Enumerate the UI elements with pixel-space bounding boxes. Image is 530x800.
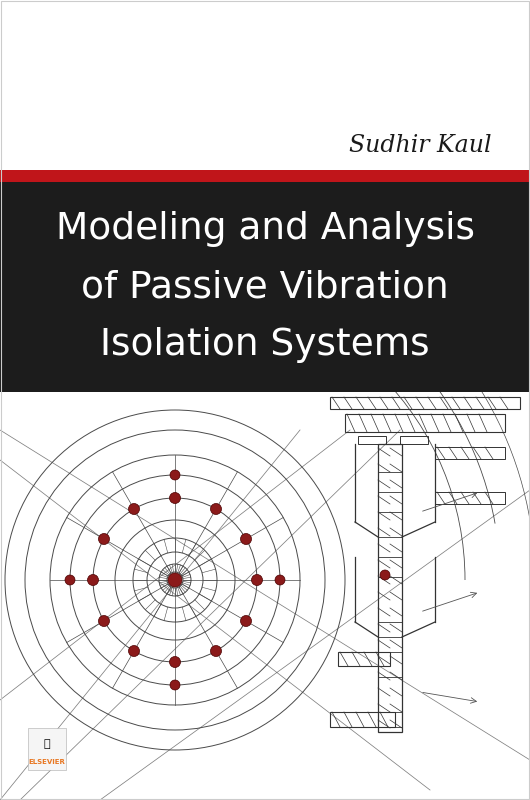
Bar xyxy=(330,397,520,409)
Bar xyxy=(435,447,505,459)
Text: ELSEVIER: ELSEVIER xyxy=(29,759,65,765)
Bar xyxy=(0,392,530,800)
Circle shape xyxy=(252,574,262,586)
Circle shape xyxy=(170,657,181,667)
Circle shape xyxy=(170,470,180,480)
Bar xyxy=(0,170,530,182)
Circle shape xyxy=(128,503,139,514)
Text: 🌳: 🌳 xyxy=(43,739,50,749)
Circle shape xyxy=(275,575,285,585)
Bar xyxy=(0,182,530,392)
Text: Modeling and Analysis: Modeling and Analysis xyxy=(56,211,474,247)
Text: Isolation Systems: Isolation Systems xyxy=(100,326,430,362)
Circle shape xyxy=(170,680,180,690)
Bar xyxy=(330,712,395,727)
Circle shape xyxy=(128,646,139,657)
Bar xyxy=(345,414,505,432)
Bar xyxy=(28,728,66,770)
Circle shape xyxy=(380,570,390,580)
Bar xyxy=(378,444,402,732)
Text: Sudhir Kaul: Sudhir Kaul xyxy=(349,134,491,157)
Circle shape xyxy=(210,503,222,514)
Circle shape xyxy=(241,534,252,545)
Bar xyxy=(435,492,505,504)
Circle shape xyxy=(210,646,222,657)
Bar xyxy=(400,436,428,444)
Circle shape xyxy=(87,574,99,586)
Bar xyxy=(358,436,386,444)
Circle shape xyxy=(65,575,75,585)
Circle shape xyxy=(99,615,110,626)
Bar xyxy=(338,652,390,666)
Circle shape xyxy=(99,534,110,545)
Text: of Passive Vibration: of Passive Vibration xyxy=(81,269,449,305)
Circle shape xyxy=(168,573,182,587)
Circle shape xyxy=(170,493,181,503)
Circle shape xyxy=(241,615,252,626)
